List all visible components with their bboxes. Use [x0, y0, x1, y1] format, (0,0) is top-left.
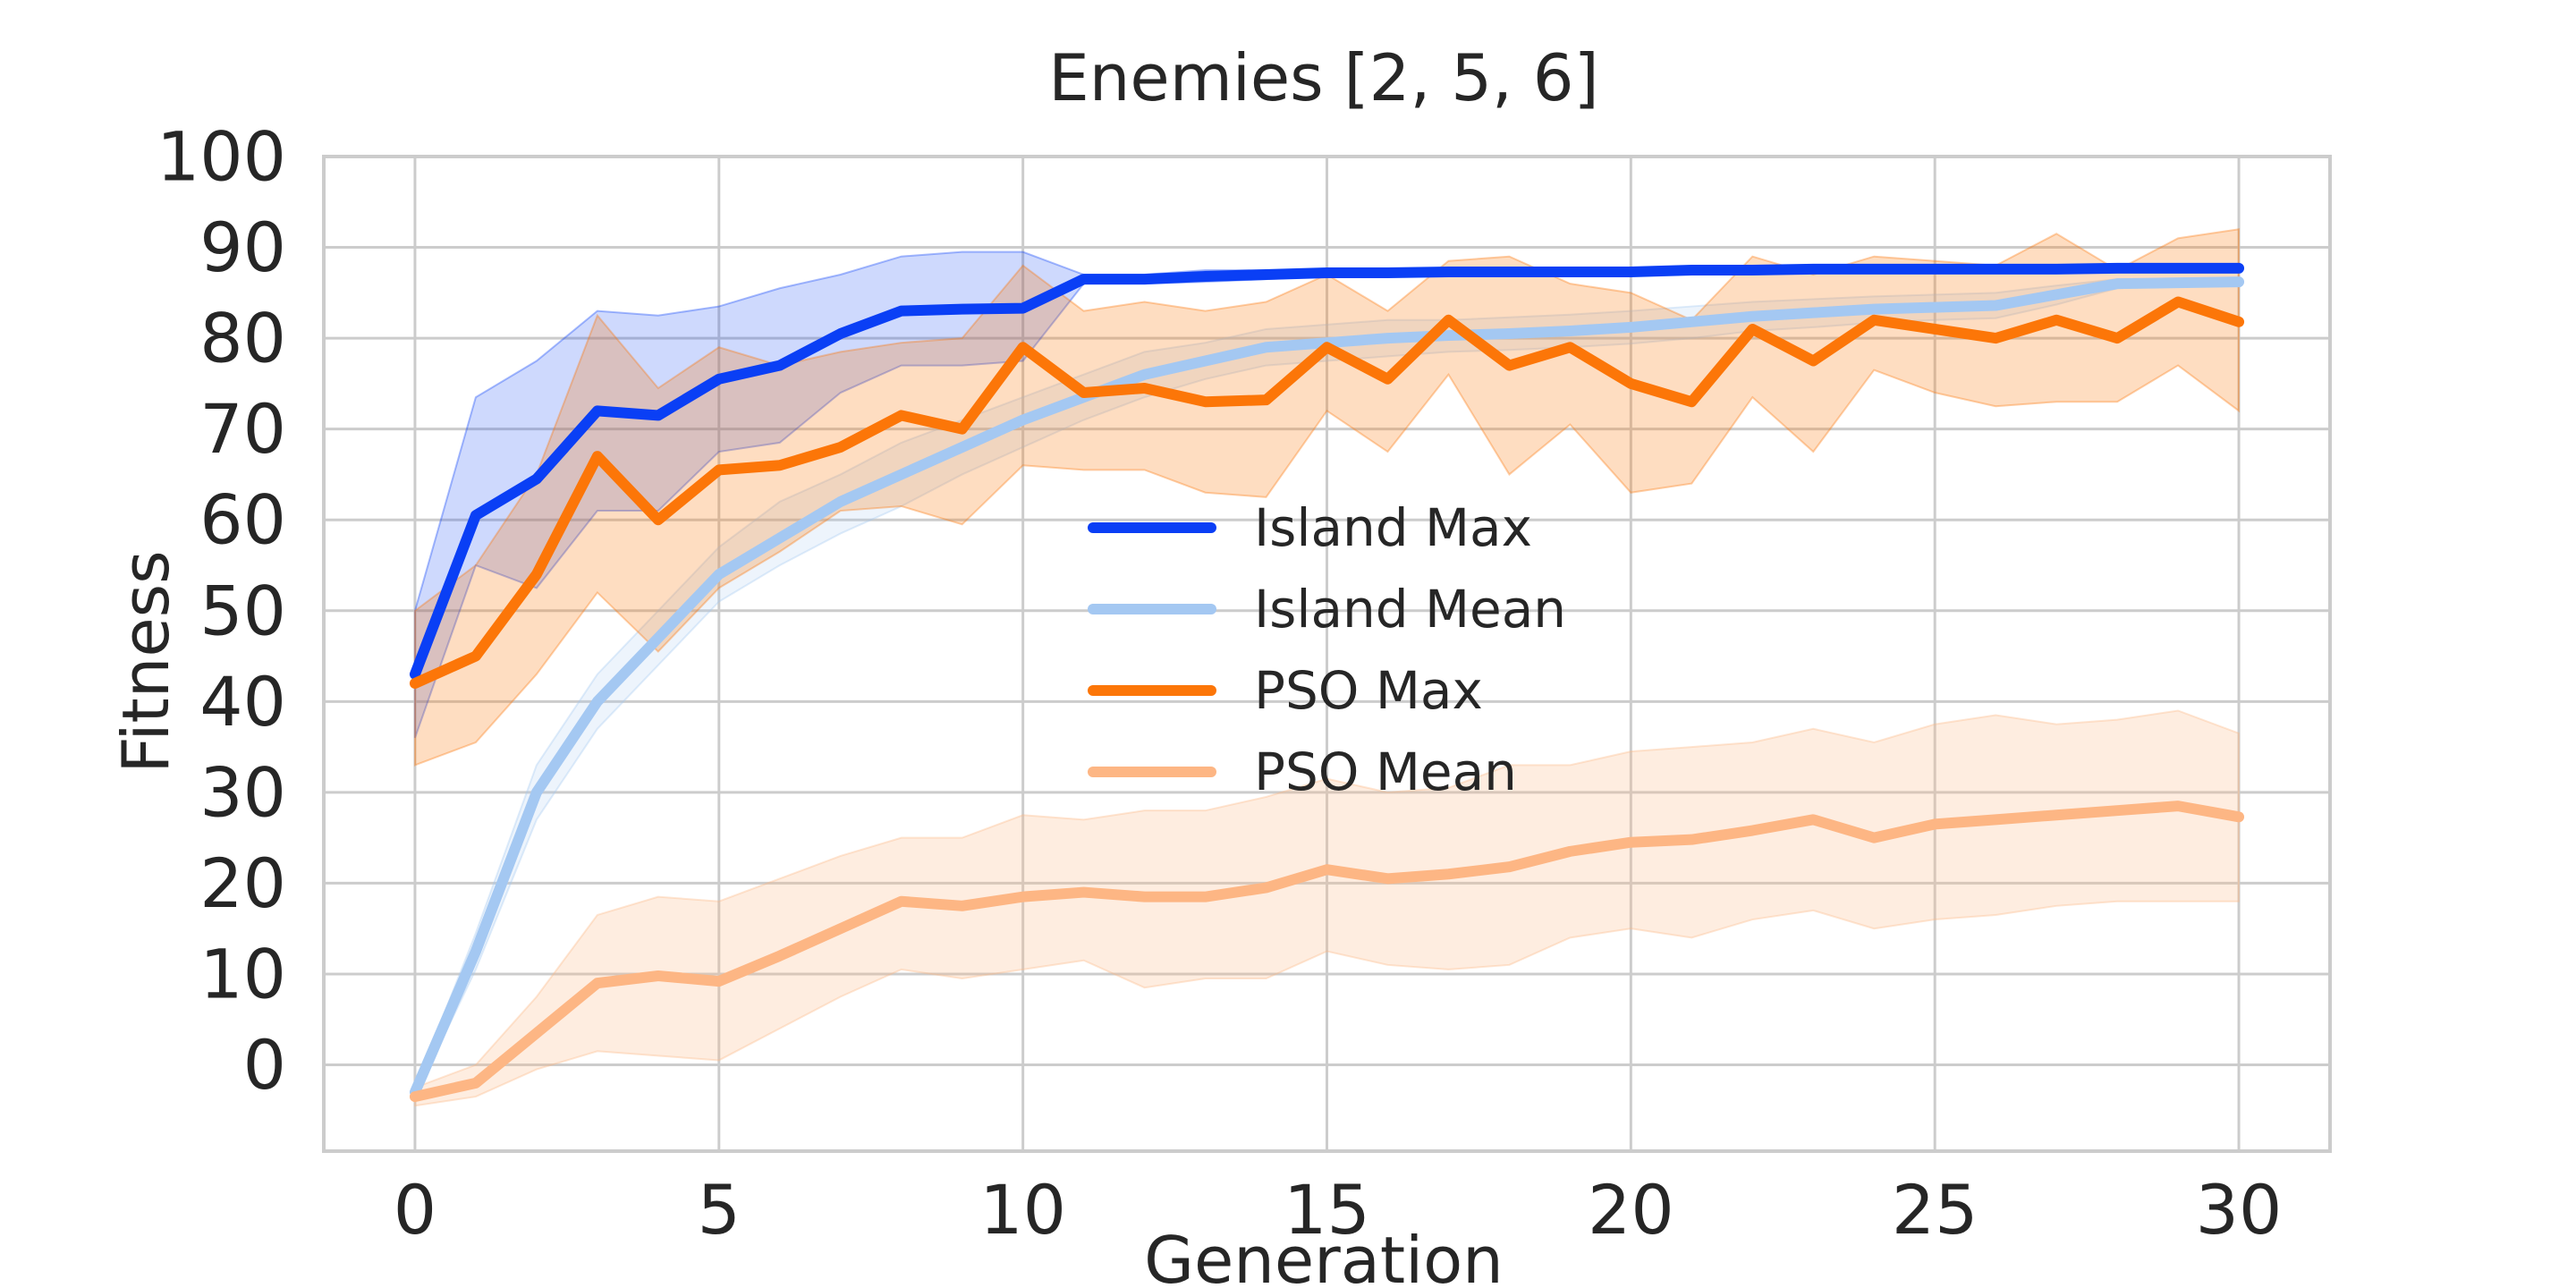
y-tick-label: 90	[199, 208, 286, 287]
y-axis-title: Fitness	[108, 550, 183, 773]
band-pso-mean	[413, 709, 2241, 1107]
tick-labels: 0 10 20 30 40 50 60 70 80 90 100 0 5 10 15 20 25 30	[157, 117, 2282, 1250]
legend: Island Max Island Mean PSO Max PSO Mean	[1088, 497, 1566, 802]
y-tick-label: 20	[199, 843, 286, 923]
y-tick-label: 30	[199, 752, 286, 832]
plot-frame	[322, 155, 2332, 1153]
y-tick-label: 0	[243, 1025, 286, 1105]
chart-title: Enemies [2, 5, 6]	[1048, 40, 1598, 115]
x-tick-label: 20	[1588, 1170, 1674, 1250]
y-tick-label: 80	[199, 299, 286, 378]
x-axis-title: Generation	[1144, 1223, 1504, 1288]
line-pso-mean	[409, 801, 2245, 1103]
y-tick-label: 50	[199, 571, 286, 650]
y-tick-label: 70	[199, 389, 286, 469]
legend-label: Island Max	[1254, 497, 1532, 558]
x-tick-label: 5	[698, 1170, 741, 1250]
x-tick-label: 25	[1892, 1170, 1979, 1250]
y-tick-label: 10	[199, 934, 286, 1013]
y-tick-label: 100	[157, 117, 286, 197]
series-lines	[409, 262, 2245, 1103]
line-pso-max	[409, 296, 2245, 690]
x-tick-label: 30	[2196, 1170, 2283, 1250]
legend-label: Island Mean	[1254, 579, 1566, 640]
x-tick-label: 10	[979, 1170, 1066, 1250]
line-island-max	[409, 262, 2245, 680]
legend-label: PSO Mean	[1254, 741, 1517, 802]
band-pso-max	[413, 228, 2241, 767]
x-tick-label: 0	[394, 1170, 436, 1250]
y-tick-label: 60	[199, 480, 286, 560]
legend-label: PSO Max	[1254, 660, 1483, 721]
y-tick-label: 40	[199, 662, 286, 741]
x-tick-label: 15	[1284, 1170, 1370, 1250]
